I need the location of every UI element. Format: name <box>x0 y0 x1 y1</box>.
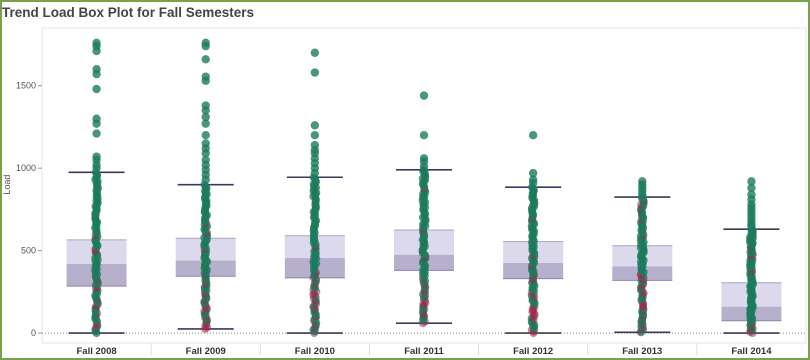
outlier-point <box>419 162 429 171</box>
y-axis-label: Load <box>2 175 12 195</box>
outlier-point <box>310 68 320 77</box>
outlier-point <box>92 119 101 128</box>
outlier-point <box>747 183 756 193</box>
outlier-point <box>201 175 210 184</box>
x-category-label: Fall 2013 <box>622 346 662 357</box>
outlier-point <box>201 106 210 115</box>
outlier-point <box>92 84 101 94</box>
outlier-point <box>92 129 101 138</box>
y-tick-label: 1000 <box>16 163 36 173</box>
outlier-point <box>528 168 538 178</box>
outlier-point <box>201 149 210 158</box>
outlier-point <box>201 130 210 140</box>
outlier-point <box>92 46 101 56</box>
outlier-point <box>528 178 538 188</box>
outlier-point <box>201 76 210 85</box>
outlier-point <box>201 119 210 128</box>
y-tick-label: 1500 <box>16 81 36 91</box>
x-category-label: Fall 2008 <box>77 346 117 357</box>
outlier-point <box>201 55 210 64</box>
outlier-point <box>747 221 756 231</box>
x-category-label: Fall 2011 <box>404 346 444 357</box>
outlier-point <box>201 112 210 122</box>
y-tick-label: 500 <box>21 246 36 256</box>
x-category-label: Fall 2010 <box>295 346 335 357</box>
outlier-point <box>310 130 320 140</box>
outlier-point <box>92 163 101 173</box>
outlier-point <box>201 41 210 51</box>
outlier-point <box>638 190 647 199</box>
y-tick-label: 0 <box>31 328 36 338</box>
outlier-point <box>419 91 429 100</box>
outlier-point <box>528 130 538 140</box>
outlier-point <box>310 48 320 57</box>
x-category-label: Fall 2014 <box>731 346 772 357</box>
x-category-label: Fall 2009 <box>186 346 226 357</box>
outlier-point <box>92 69 101 79</box>
outlier-point <box>419 130 429 140</box>
x-category-label: Fall 2012 <box>513 346 553 357</box>
outlier-point <box>310 121 320 130</box>
outlier-point <box>310 168 320 178</box>
chart-title: Trend Load Box Plot for Fall Semesters <box>2 5 255 20</box>
plot-area <box>41 27 807 344</box>
outlier-point <box>747 177 756 186</box>
